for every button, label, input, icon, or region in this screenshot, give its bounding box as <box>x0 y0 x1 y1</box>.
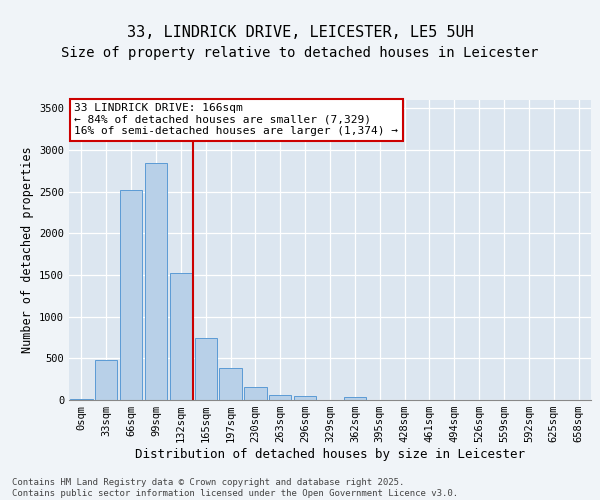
Bar <box>120 190 142 400</box>
Text: 33 LINDRICK DRIVE: 166sqm
← 84% of detached houses are smaller (7,329)
16% of se: 33 LINDRICK DRIVE: 166sqm ← 84% of detac… <box>74 103 398 136</box>
Text: Contains HM Land Registry data © Crown copyright and database right 2025.
Contai: Contains HM Land Registry data © Crown c… <box>12 478 458 498</box>
Bar <box>244 387 266 400</box>
Bar <box>269 394 292 400</box>
Bar <box>170 272 192 400</box>
Y-axis label: Number of detached properties: Number of detached properties <box>20 146 34 354</box>
Text: Size of property relative to detached houses in Leicester: Size of property relative to detached ho… <box>61 46 539 60</box>
Bar <box>145 164 167 400</box>
Bar <box>70 399 92 400</box>
Bar <box>344 396 366 400</box>
Bar <box>194 338 217 400</box>
Bar <box>294 396 316 400</box>
Text: 33, LINDRICK DRIVE, LEICESTER, LE5 5UH: 33, LINDRICK DRIVE, LEICESTER, LE5 5UH <box>127 25 473 40</box>
X-axis label: Distribution of detached houses by size in Leicester: Distribution of detached houses by size … <box>135 448 525 461</box>
Bar <box>95 360 118 400</box>
Bar <box>220 368 242 400</box>
